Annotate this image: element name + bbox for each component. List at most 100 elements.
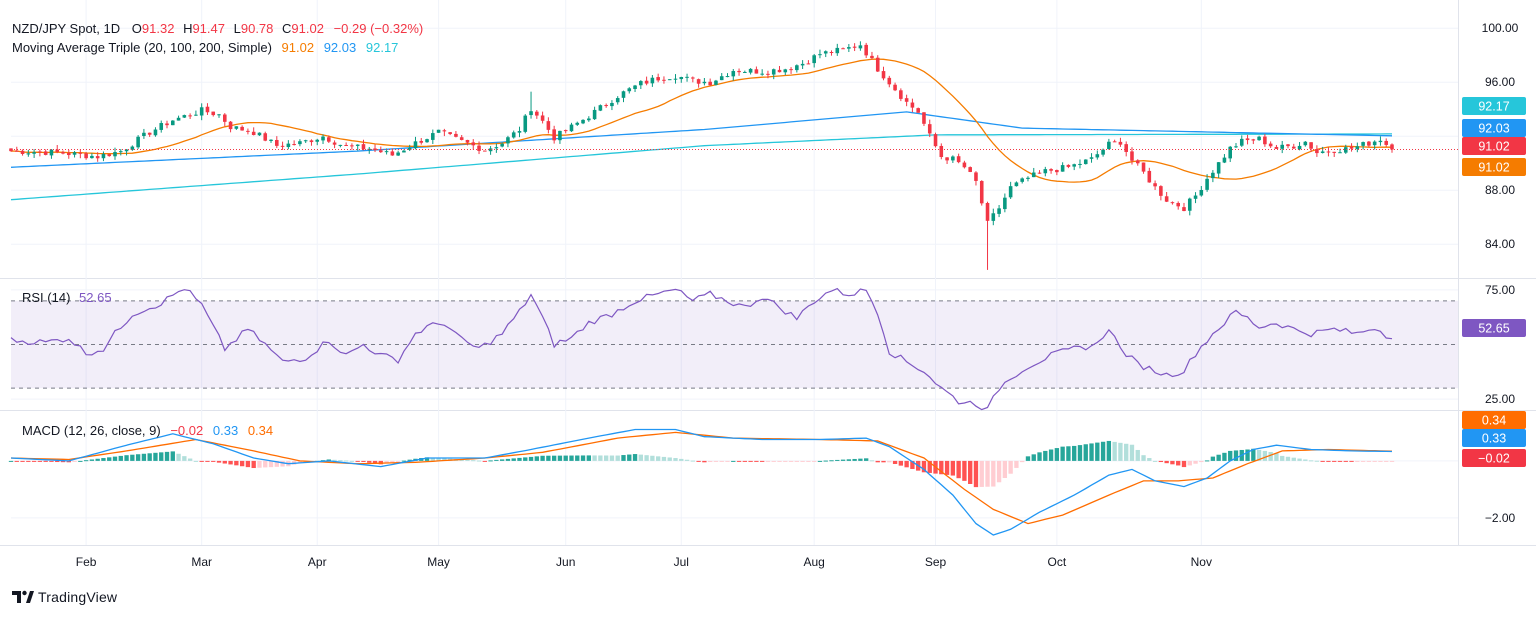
- candle: [893, 82, 897, 92]
- candle: [338, 144, 343, 148]
- candle: [182, 114, 187, 119]
- tradingview-brand[interactable]: TradingView: [38, 589, 118, 605]
- candle: [1263, 134, 1267, 147]
- macd-hist-legend-value: −0.02: [170, 423, 203, 438]
- macd-histogram-badge: −0.02: [1462, 449, 1526, 467]
- candle: [251, 127, 256, 136]
- rsi-axis-tick-label: 25.00: [1485, 392, 1515, 406]
- candle-body: [719, 76, 724, 81]
- macd-histogram-bar: [1043, 450, 1048, 461]
- x-axis-tick-label: Nov: [1191, 555, 1212, 569]
- candle-body: [818, 54, 822, 56]
- candle-body: [933, 134, 938, 147]
- candle: [1066, 164, 1071, 169]
- svg-text:Moving Average Triple (20, 100: Moving Average Triple (20, 100, 200, Sim…: [12, 40, 398, 55]
- candle-body: [823, 51, 828, 54]
- candle: [858, 41, 863, 51]
- candle: [234, 126, 239, 130]
- macd-histogram-bar: [1216, 454, 1221, 461]
- macd-histogram-bar: [1037, 452, 1042, 461]
- macd-histogram-bar: [777, 460, 782, 462]
- macd-histogram-bar: [494, 459, 499, 461]
- macd-histogram-bar: [950, 460, 956, 476]
- symbol-title[interactable]: NZD/JPY Spot, 1D: [12, 21, 120, 36]
- candle-body: [783, 69, 788, 73]
- macd-histogram-bar: [332, 459, 337, 461]
- candle-body: [852, 46, 857, 48]
- candle: [1367, 140, 1371, 148]
- candle-body: [436, 129, 441, 133]
- candle-body: [829, 52, 834, 54]
- candle: [916, 107, 920, 113]
- macd-legend-title[interactable]: MACD (12, 26, close, 9): [22, 423, 161, 438]
- candle: [1222, 154, 1227, 164]
- rsi-pane[interactable]: [10, 287, 1458, 411]
- candle-body: [14, 150, 19, 152]
- candle: [899, 88, 903, 102]
- candle: [748, 68, 753, 75]
- candle-body: [650, 77, 655, 84]
- candle: [176, 115, 181, 121]
- candle-body: [471, 142, 476, 146]
- candle: [997, 204, 1001, 218]
- candle-body: [1234, 146, 1238, 148]
- macd-histogram-bar: [476, 460, 482, 462]
- candle-body: [1343, 147, 1348, 153]
- macd-histogram-bar: [655, 456, 661, 461]
- candle: [1118, 137, 1123, 147]
- candle-body: [951, 156, 955, 161]
- ohlc-open-label: O: [132, 21, 142, 36]
- candle-body: [1239, 138, 1244, 146]
- candle-body: [113, 152, 117, 157]
- macd-histogram-bar: [60, 460, 66, 463]
- candlesticks[interactable]: [9, 41, 1394, 270]
- macd-histogram-bar: [1245, 449, 1250, 461]
- candle: [205, 103, 210, 115]
- candle: [800, 60, 805, 70]
- macd-histogram-bar: [1135, 449, 1140, 461]
- candle-body: [1124, 144, 1128, 152]
- candle-body: [1043, 169, 1048, 174]
- macd-histogram-bar: [627, 454, 632, 461]
- candle-body: [390, 151, 395, 156]
- candle-body: [384, 151, 389, 153]
- candle-body: [1055, 170, 1059, 173]
- macd-histogram-bar: [49, 460, 54, 462]
- macd-histogram-bar: [580, 455, 586, 461]
- macd-histogram-bar: [1014, 460, 1019, 468]
- candle-body: [777, 69, 782, 73]
- candle-body: [1026, 177, 1030, 179]
- candle: [1089, 153, 1094, 163]
- macd-histogram-bar: [598, 455, 603, 461]
- macd-pane[interactable]: [8, 428, 1395, 536]
- macd-histogram-bar: [1233, 450, 1239, 461]
- candle: [170, 120, 175, 126]
- candle-body: [124, 149, 129, 152]
- macd-histogram-bar: [1181, 460, 1187, 468]
- candle: [292, 140, 296, 146]
- macd-histogram-bar: [760, 460, 765, 462]
- candle-body: [506, 137, 510, 144]
- macd-histogram-bar: [101, 458, 106, 461]
- candle-body: [800, 63, 805, 66]
- candle-body: [315, 139, 320, 142]
- macd-histogram-bar: [1066, 446, 1071, 461]
- candle-body: [1263, 136, 1267, 145]
- candle: [269, 139, 273, 143]
- x-axis-tick-label: Jul: [674, 555, 689, 569]
- candle: [806, 60, 811, 65]
- candle-body: [523, 115, 528, 132]
- macd-histogram-bar: [66, 460, 71, 463]
- ma100-price-badge-text: 92.03: [1478, 122, 1509, 136]
- candle: [1274, 144, 1279, 149]
- candle: [211, 111, 216, 117]
- candle: [598, 104, 603, 112]
- rsi-legend-title[interactable]: RSI (14): [22, 290, 70, 305]
- candle: [604, 103, 608, 108]
- candle-body: [552, 129, 556, 141]
- candle: [1326, 147, 1331, 157]
- ma-legend-title[interactable]: Moving Average Triple (20, 100, 200, Sim…: [12, 40, 272, 55]
- candle: [303, 139, 308, 143]
- macd-histogram-bar: [361, 460, 366, 462]
